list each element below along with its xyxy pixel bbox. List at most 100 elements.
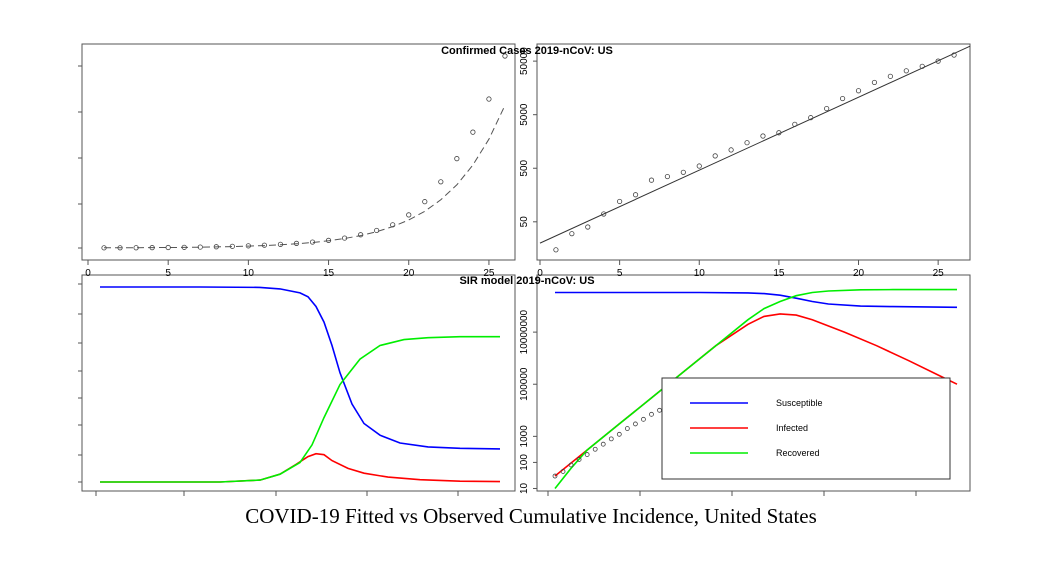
observed-point-top-left (197, 244, 203, 250)
observed-point-top-left (358, 232, 364, 238)
sir-line-susceptible-bottom-left (100, 286, 501, 450)
y-tick-label-top-right: 5000 (519, 103, 530, 126)
x-tick-label-top-right: 10 (694, 268, 706, 279)
sir-line-susceptible-bottom-right (555, 291, 958, 309)
y-tick-label-bottom-right: 10 (519, 482, 530, 494)
legend-label-susceptible: Susceptible (776, 398, 823, 408)
y-tick-label-top-right: 50000 (519, 47, 530, 75)
observed-point-top-left (101, 245, 107, 251)
observed-point-top-right (664, 173, 671, 180)
observed-point-top-left (261, 242, 268, 248)
observed-point-bottom-right (616, 431, 622, 437)
observed-point-top-right (887, 73, 893, 79)
fitted-curve-top-left (104, 105, 506, 249)
observed-point-top-left (325, 237, 332, 243)
x-tick-label-top-left: 20 (403, 268, 415, 279)
observed-point-top-right (744, 140, 750, 146)
x-tick-label-top-left: 25 (483, 268, 495, 279)
x-tick-label-top-right: 15 (773, 268, 785, 279)
y-tick-label-top-right: 50 (519, 216, 530, 228)
observed-point-top-right (585, 224, 591, 230)
observed-point-top-right (951, 52, 957, 58)
y-tick-label-top-right: 500 (519, 159, 530, 176)
observed-point-top-right (601, 211, 607, 217)
observed-point-top-right (712, 153, 718, 159)
observed-point-top-right (935, 58, 941, 64)
observed-point-top-left (470, 129, 476, 135)
panel-top-left-frame (81, 43, 516, 261)
observed-point-bottom-right (552, 473, 558, 479)
observed-point-top-right (919, 63, 925, 69)
observed-point-top-left (165, 244, 171, 251)
sir-line-recovered-bottom-left (100, 335, 500, 483)
x-tick-label-top-right: 25 (933, 268, 945, 279)
observed-point-top-left (245, 243, 251, 249)
observed-point-top-right (871, 79, 878, 86)
legend-label-recovered: Recovered (776, 448, 820, 458)
chart-title-sir: SIR model 2019-nCoV: US (459, 275, 594, 287)
sir-line-recovered-bottom-right (554, 288, 957, 489)
observed-point-top-right (617, 198, 623, 205)
observed-point-top-left (229, 243, 235, 249)
observed-point-top-right (569, 231, 575, 237)
observed-point-top-right (728, 147, 734, 153)
observed-point-top-left (422, 199, 428, 205)
x-tick-label-top-left: 5 (165, 268, 171, 279)
observed-point-top-right (776, 130, 782, 136)
observed-point-top-left (277, 241, 284, 247)
observed-point-top-right (808, 115, 814, 121)
observed-point-top-left (502, 53, 508, 59)
panel-top-right-frame (536, 43, 971, 261)
observed-point-top-left (438, 179, 444, 185)
panel-bottom-right-frame (536, 274, 971, 492)
y-tick-label-bottom-right: 1000 (519, 425, 530, 448)
observed-point-bottom-right (592, 446, 598, 452)
observed-point-top-right (903, 68, 909, 74)
observed-point-top-right (553, 247, 559, 253)
observed-point-bottom-right (649, 411, 654, 417)
observed-point-top-right (696, 163, 702, 169)
observed-point-bottom-right (584, 452, 590, 457)
x-tick-label-top-left: 10 (243, 268, 255, 279)
observed-point-top-left (341, 235, 348, 241)
x-tick-label-top-right: 5 (617, 268, 623, 279)
y-tick-label-bottom-right: 10000000 (519, 309, 530, 354)
y-tick-label-bottom-right: 100000 (519, 367, 530, 401)
observed-point-bottom-right (608, 436, 614, 442)
observed-point-top-right (760, 133, 766, 139)
observed-point-bottom-right (641, 416, 646, 422)
observed-point-top-right (648, 177, 655, 183)
observed-point-top-left (213, 244, 219, 250)
observed-point-top-left (181, 244, 187, 250)
x-tick-label-top-left: 15 (323, 268, 335, 279)
observed-point-top-left (133, 245, 139, 251)
figure-caption: COVID-19 Fitted vs Observed Cumulative I… (245, 504, 817, 528)
fitted-line-top-right (539, 45, 971, 244)
observed-point-top-right (824, 105, 830, 112)
observed-point-bottom-right (633, 421, 638, 427)
observed-point-top-left (406, 212, 412, 218)
x-tick-label-top-right: 20 (853, 268, 865, 279)
observed-point-top-left (454, 156, 460, 162)
y-tick-label-bottom-right: 100 (519, 454, 530, 471)
observed-point-bottom-right (600, 441, 606, 447)
observed-point-top-right (839, 95, 846, 102)
observed-point-top-right (792, 121, 798, 127)
x-tick-label-top-left: 0 (85, 268, 91, 279)
observed-point-top-left (309, 239, 316, 245)
observed-point-bottom-right (657, 407, 662, 413)
sir-line-infected-bottom-left (100, 452, 501, 483)
observed-point-bottom-right (624, 426, 630, 431)
observed-point-bottom-right (576, 457, 582, 462)
panel-bottom-left-frame (81, 274, 516, 492)
legend: Susceptible Infected Recovered (661, 377, 951, 480)
observed-point-top-right (632, 192, 639, 198)
observed-point-bottom-right (560, 469, 566, 474)
observed-point-top-left (390, 222, 396, 228)
observed-point-bottom-right (568, 462, 574, 468)
chart-title-confirmed: Confirmed Cases 2019-nCoV: US (441, 45, 613, 57)
observed-point-top-right (855, 88, 862, 94)
observed-point-top-right (680, 169, 686, 175)
observed-point-top-left (374, 227, 380, 234)
